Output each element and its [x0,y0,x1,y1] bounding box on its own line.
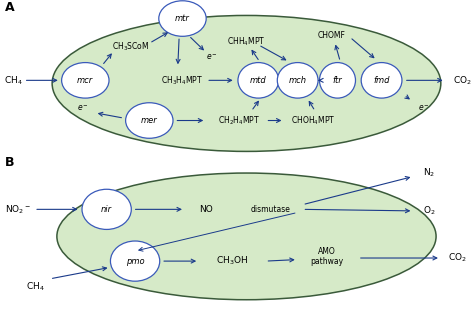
Text: N$_2$: N$_2$ [423,167,435,179]
Text: CH$_3$SCoM: CH$_3$SCoM [111,40,149,53]
Ellipse shape [319,62,356,98]
Text: CH$_2$H$_4$MPT: CH$_2$H$_4$MPT [219,114,260,127]
Text: NO$_2$$^-$: NO$_2$$^-$ [5,203,31,216]
Ellipse shape [238,62,279,98]
Text: mch: mch [289,76,307,85]
Ellipse shape [52,15,441,151]
Text: NO: NO [199,205,213,214]
Text: nir: nir [101,205,112,214]
Text: mtr: mtr [175,14,190,23]
Ellipse shape [159,1,206,36]
Ellipse shape [277,62,318,98]
Text: CHOH$_4$MPT: CHOH$_4$MPT [291,114,335,127]
Text: CHOMF: CHOMF [318,31,346,40]
Text: O$_2$: O$_2$ [423,205,435,217]
Text: mer: mer [141,116,158,125]
Text: ftr: ftr [333,76,342,85]
Ellipse shape [62,62,109,98]
Ellipse shape [82,189,131,229]
Text: A: A [5,1,14,14]
Text: e$^-$: e$^-$ [207,52,218,62]
Text: CH$_4$: CH$_4$ [4,74,23,87]
Text: e$^-$: e$^-$ [419,103,430,113]
Text: pmo: pmo [126,256,145,266]
Text: CHH$_4$MPT: CHH$_4$MPT [227,36,266,48]
Text: CH$_3$OH: CH$_3$OH [216,255,248,267]
Ellipse shape [361,62,402,98]
Text: fmd: fmd [374,76,390,85]
Ellipse shape [57,173,436,300]
Text: CO$_2$: CO$_2$ [448,252,467,264]
Text: CO$_2$: CO$_2$ [453,74,472,87]
Text: CH$_3$H$_4$MPT: CH$_3$H$_4$MPT [162,74,203,87]
Text: mtd: mtd [250,76,267,85]
Text: dismutase: dismutase [250,205,290,214]
Text: B: B [5,156,14,169]
Ellipse shape [126,103,173,138]
Text: mcr: mcr [77,76,93,85]
Text: AMO
pathway: AMO pathway [310,247,344,266]
Text: CH$_4$: CH$_4$ [26,280,45,293]
Ellipse shape [110,241,160,281]
Text: e$^-$: e$^-$ [77,103,89,113]
